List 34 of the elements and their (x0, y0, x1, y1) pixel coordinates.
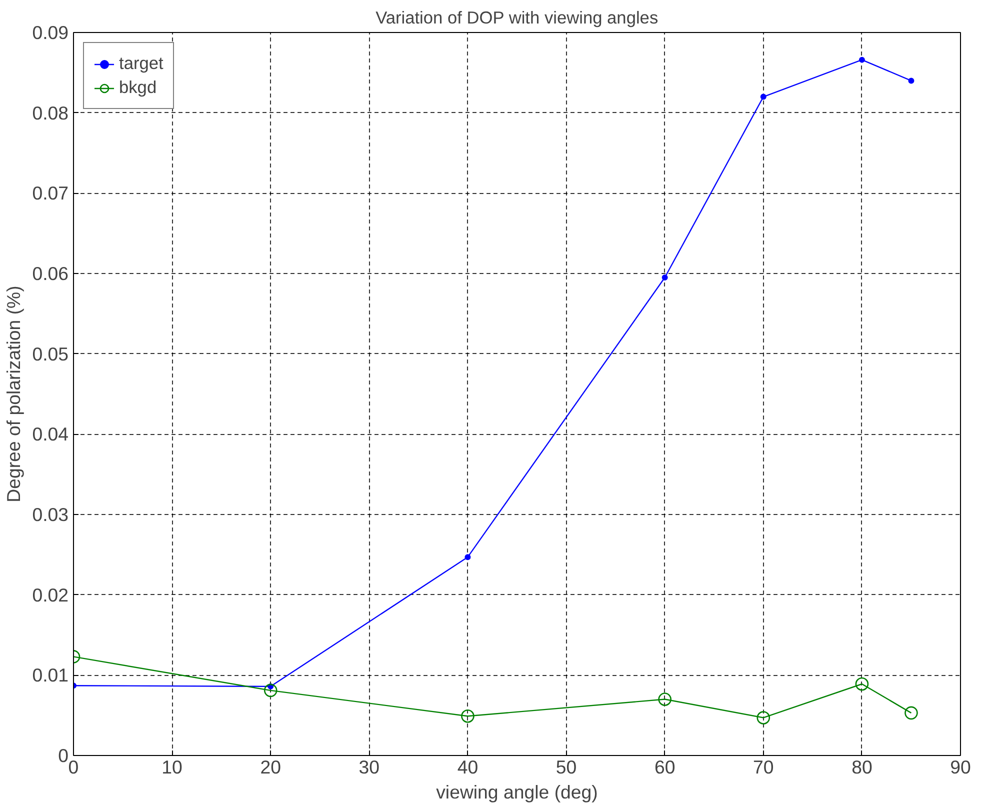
point (756, 711, 770, 724)
legend-label: bkgd (119, 77, 157, 98)
x-tick-label: 20 (260, 756, 281, 778)
y-tick-label: 0.05 (32, 343, 68, 364)
point (662, 274, 668, 281)
legend-label: target (119, 53, 164, 74)
point (908, 78, 914, 84)
y-tick-label: 0.08 (32, 102, 68, 124)
y-tick-label: 0.06 (32, 263, 68, 284)
point (858, 56, 865, 63)
x-tick-label: 10 (162, 756, 182, 778)
y-tick-label: 0.07 (32, 182, 68, 204)
x-tick-label: 70 (753, 756, 774, 778)
y-tick-label: 0.01 (32, 664, 68, 686)
point (658, 692, 672, 706)
x-tick-label: 30 (358, 756, 380, 778)
point (264, 684, 278, 698)
x-tick-label: 50 (556, 756, 577, 778)
chart-title: Variation of DOP with viewing angles (376, 8, 658, 28)
point (760, 94, 766, 100)
point (855, 677, 869, 691)
y-tick-label: 0.03 (32, 504, 68, 525)
x-axis-title: viewing angle (deg) (436, 782, 598, 802)
x-tick-label: 80 (852, 756, 872, 778)
x-tick-label: 60 (654, 756, 676, 778)
y-tick-label: 0.02 (32, 584, 68, 606)
y-tick-label: 0.04 (32, 424, 68, 445)
point (461, 710, 474, 723)
x-tick-label: 40 (457, 756, 478, 778)
point (464, 554, 471, 560)
y-tick-label: 0.09 (32, 22, 68, 43)
y-axis-title: Degree of polarization (%) (3, 286, 24, 502)
x-tick-label: 90 (950, 756, 971, 778)
point (904, 706, 918, 720)
